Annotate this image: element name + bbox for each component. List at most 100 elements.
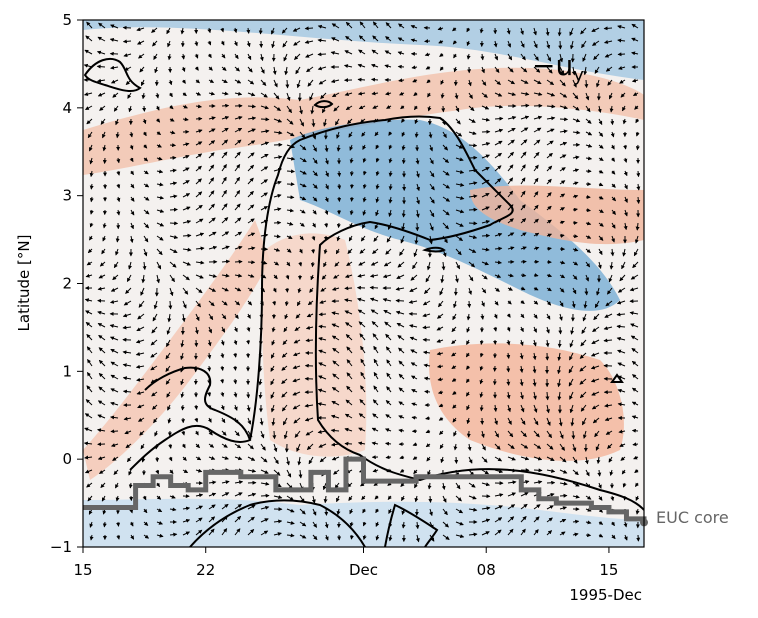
velocity-arrow — [362, 209, 367, 216]
velocity-arrow — [156, 195, 165, 200]
velocity-arrow — [348, 495, 353, 501]
velocity-arrow — [557, 27, 562, 37]
velocity-arrow — [294, 53, 301, 61]
velocity-arrow — [273, 274, 278, 280]
velocity-arrow — [317, 38, 327, 43]
velocity-arrow — [234, 515, 242, 523]
velocity-arrow — [260, 505, 270, 510]
velocity-arrow — [348, 131, 353, 138]
velocity-arrow — [207, 40, 212, 46]
velocity-arrow — [346, 385, 353, 393]
velocity-arrow — [96, 50, 106, 55]
velocity-arrow — [293, 417, 301, 424]
velocity-arrow — [260, 117, 270, 122]
velocity-arrow — [336, 144, 341, 152]
velocity-arrow — [372, 21, 379, 29]
velocity-arrow — [332, 360, 340, 367]
velocity-arrow — [115, 118, 119, 126]
velocity-arrow — [97, 428, 106, 433]
velocity-arrow — [155, 118, 161, 123]
velocity-arrow — [348, 235, 353, 242]
velocity-arrow — [346, 346, 353, 354]
velocity-arrow — [130, 196, 135, 202]
velocity-arrow — [317, 66, 327, 71]
velocity-arrow — [346, 261, 353, 267]
velocity-arrow — [635, 144, 640, 151]
velocity-arrow — [357, 77, 366, 82]
velocity-arrow — [246, 326, 251, 332]
velocity-arrow — [89, 170, 94, 178]
velocity-arrow — [110, 348, 119, 354]
velocity-arrow — [247, 152, 255, 159]
velocity-arrow — [323, 261, 327, 268]
velocity-arrow — [281, 352, 288, 358]
velocity-arrow — [167, 404, 171, 411]
velocity-arrow — [331, 387, 340, 393]
velocity-arrow — [221, 164, 227, 172]
velocity-arrow — [194, 430, 199, 436]
velocity-arrow — [397, 64, 405, 69]
velocity-arrow — [260, 192, 268, 198]
velocity-arrow — [169, 181, 178, 186]
velocity-arrow — [260, 481, 270, 486]
velocity-arrow — [286, 156, 296, 161]
velocity-arrow — [89, 157, 94, 165]
velocity-arrow — [312, 170, 318, 177]
velocity-arrow — [318, 362, 327, 367]
velocity-arrow — [292, 378, 301, 383]
x-tick-label: 15 — [599, 561, 618, 579]
velocity-arrow — [195, 468, 203, 473]
velocity-arrow — [571, 430, 576, 440]
velocity-arrow — [194, 40, 199, 47]
velocity-arrow — [311, 495, 316, 504]
velocity-arrow — [208, 116, 216, 121]
velocity-arrow — [281, 391, 288, 398]
velocity-arrow — [306, 66, 314, 73]
velocity-arrow — [349, 508, 354, 515]
velocity-arrow — [140, 79, 145, 87]
velocity-arrow — [299, 131, 306, 139]
velocity-arrow — [286, 520, 295, 525]
velocity-arrow — [299, 196, 307, 201]
velocity-arrow — [169, 469, 174, 474]
velocity-arrow — [247, 492, 257, 497]
velocity-arrow — [371, 91, 379, 96]
velocity-arrow — [234, 115, 243, 120]
velocity-arrow — [299, 144, 307, 151]
velocity-arrow — [234, 456, 243, 461]
velocity-arrow — [372, 413, 379, 419]
velocity-arrow — [85, 310, 93, 315]
velocity-arrow — [273, 247, 281, 252]
velocity-arrow — [296, 79, 301, 89]
velocity-arrow — [312, 521, 318, 528]
velocity-arrow — [349, 157, 354, 164]
velocity-arrow — [208, 326, 213, 334]
velocity-arrow — [129, 144, 134, 150]
velocity-arrow — [220, 365, 225, 372]
velocity-arrow — [208, 190, 215, 198]
velocity-arrow — [143, 521, 149, 526]
velocity-arrow — [195, 153, 203, 159]
velocity-arrow — [260, 179, 268, 185]
velocity-arrow — [292, 27, 301, 32]
velocity-arrow — [156, 156, 163, 161]
velocity-arrow — [208, 203, 215, 211]
velocity-arrow — [506, 365, 511, 373]
velocity-arrow — [325, 183, 329, 190]
velocity-arrow — [320, 92, 327, 100]
velocity-arrow — [310, 105, 315, 115]
velocity-arrow — [330, 79, 340, 84]
velocity-arrow — [140, 287, 145, 296]
velocity-arrow — [286, 261, 291, 267]
velocity-arrow — [358, 413, 366, 419]
velocity-arrow — [247, 116, 257, 121]
velocity-arrow — [372, 468, 379, 473]
velocity-arrow — [221, 492, 230, 497]
velocity-arrow — [247, 274, 255, 278]
velocity-arrow — [273, 207, 282, 212]
velocity-arrow — [234, 53, 239, 60]
velocity-arrow — [221, 259, 231, 264]
velocity-arrow — [272, 287, 277, 293]
velocity-arrow — [110, 415, 119, 420]
velocity-arrow — [234, 217, 242, 224]
